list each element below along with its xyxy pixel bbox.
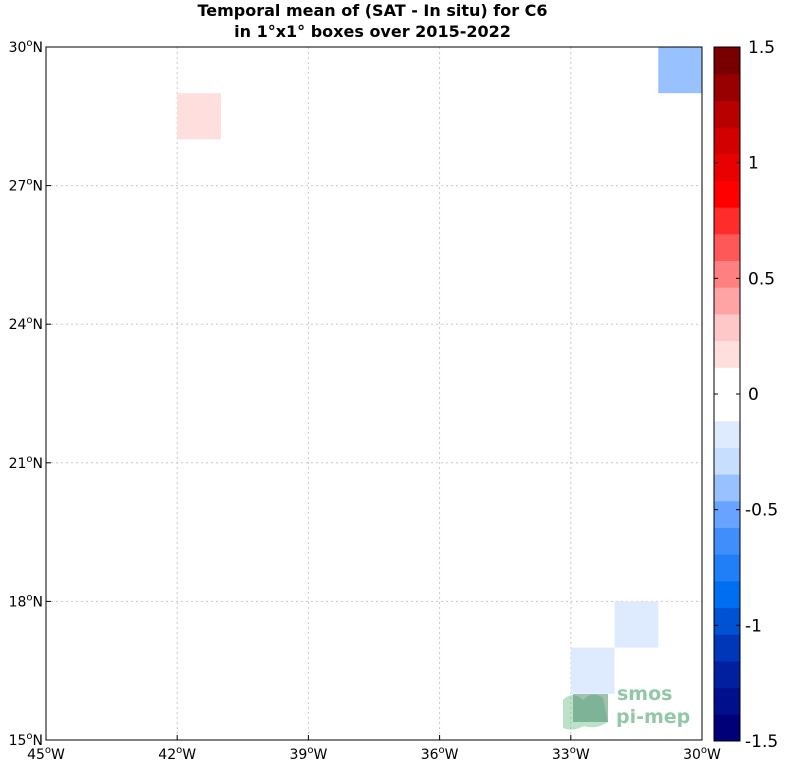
colorbar-segment xyxy=(714,527,740,555)
colorbar-segment xyxy=(714,207,740,235)
chart-title-line-2: in 1°x1° boxes over 2015-2022 xyxy=(234,22,511,41)
colorbar-segment xyxy=(714,420,740,448)
colorbar-segment xyxy=(714,394,740,422)
colorbar-segment xyxy=(714,500,740,528)
colorbar-segment xyxy=(714,580,740,609)
x-tick-label: 45oW xyxy=(27,745,65,763)
y-tick-label: 24oN xyxy=(9,315,43,333)
colorbar-tick-label: 0.5 xyxy=(748,269,775,289)
colorbar-segment xyxy=(714,554,740,582)
map-data-cells xyxy=(177,47,702,694)
colorbar-segment xyxy=(714,367,740,395)
map-gridlines xyxy=(46,47,702,740)
colorbar-segment xyxy=(714,100,740,128)
colorbar-tick-label: 1.5 xyxy=(748,38,775,58)
colorbar-tick-label: -1.5 xyxy=(745,732,778,752)
colorbar-segment xyxy=(714,153,740,181)
map-axis-ticks: 45oW 42oW 39oW 36oW 33oW 30oW 30oN 27oN 24oN 21oN… xyxy=(9,38,721,763)
map-frame xyxy=(45,46,703,741)
y-tick-label: 15oN xyxy=(9,731,43,749)
colorbar-segment xyxy=(714,127,740,155)
data-cell xyxy=(177,93,221,140)
colorbar-tick-label: 0 xyxy=(748,385,759,405)
colorbar-segment xyxy=(714,260,740,288)
x-tick-label: 39oW xyxy=(290,745,328,763)
colorbar-segment xyxy=(714,180,740,208)
x-tick-label: 30oW xyxy=(683,745,721,763)
colorbar-segment xyxy=(714,233,740,262)
logo-square-shape xyxy=(573,694,608,722)
x-tick-label: 33oW xyxy=(552,745,590,763)
colorbar-segment xyxy=(714,634,740,662)
colorbar-segment xyxy=(714,340,740,368)
smos-pi-mep-logo: smos pi-mep xyxy=(563,683,690,730)
colorbar-tick-label: -1 xyxy=(745,616,762,636)
logo-text-line-1: smos xyxy=(617,683,672,705)
colorbar-segment xyxy=(714,73,740,101)
colorbar-segment xyxy=(714,474,740,502)
y-tick-label: 30oN xyxy=(9,38,43,56)
data-cell xyxy=(570,647,615,694)
colorbar-segment xyxy=(714,714,740,742)
y-tick-label: 27oN xyxy=(9,177,43,195)
y-tick-label: 21oN xyxy=(9,454,43,472)
chart-title-line-1: Temporal mean of (SAT - In situ) for C6 xyxy=(197,1,548,20)
data-cell xyxy=(658,47,702,94)
data-cell xyxy=(614,601,659,648)
colorbar-segment xyxy=(714,660,740,689)
colorbar: 1.5 1 0.5 0 -0.5 -1 -1.5 xyxy=(713,38,778,752)
colorbar-segment xyxy=(714,447,740,475)
colorbar-segment xyxy=(714,287,740,315)
logo-text-line-2: pi-mep xyxy=(616,706,690,728)
colorbar-segment xyxy=(714,47,740,75)
x-tick-label: 42oW xyxy=(158,745,196,763)
colorbar-tick-label: 1 xyxy=(748,154,759,174)
x-tick-label: 36oW xyxy=(421,745,459,763)
colorbar-segment xyxy=(714,687,740,715)
logo-wave-shape xyxy=(563,694,608,730)
colorbar-segment xyxy=(714,313,740,342)
y-tick-label: 18oN xyxy=(9,592,43,610)
colorbar-segment xyxy=(714,607,740,635)
colorbar-tick-label: -0.5 xyxy=(745,501,778,521)
